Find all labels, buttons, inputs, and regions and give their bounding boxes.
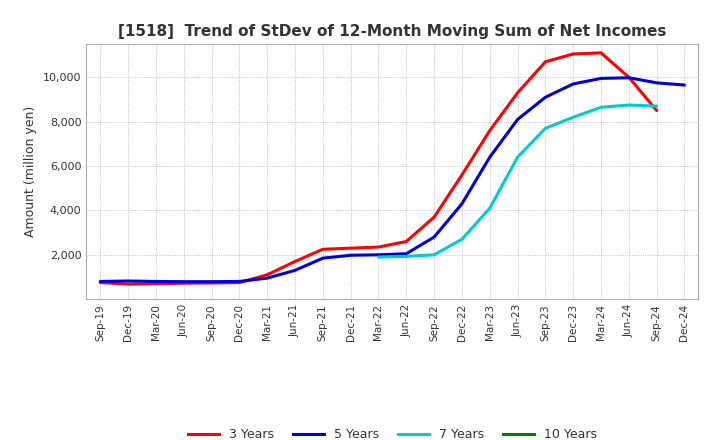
7 Years [624, 103, 633, 108]
5 Years [458, 201, 467, 206]
7 Years [597, 105, 606, 110]
Y-axis label: Amount (million yen): Amount (million yen) [24, 106, 37, 237]
3 Years [374, 244, 383, 249]
5 Years [318, 256, 327, 261]
5 Years [485, 154, 494, 160]
3 Years [513, 90, 522, 95]
5 Years [430, 235, 438, 240]
5 Years [541, 95, 550, 100]
3 Years [96, 280, 104, 285]
3 Years [291, 259, 300, 264]
5 Years [207, 279, 216, 284]
3 Years [152, 281, 161, 286]
5 Years [346, 253, 355, 258]
3 Years [624, 75, 633, 80]
7 Years [402, 254, 410, 259]
5 Years [652, 80, 661, 85]
3 Years [652, 108, 661, 113]
3 Years [569, 51, 577, 57]
5 Years [402, 251, 410, 257]
3 Years [430, 214, 438, 220]
3 Years [124, 282, 132, 287]
5 Years [152, 279, 161, 284]
3 Years [485, 128, 494, 133]
5 Years [179, 279, 188, 284]
3 Years [263, 272, 271, 278]
3 Years [541, 59, 550, 64]
5 Years [597, 76, 606, 81]
Line: 5 Years: 5 Years [100, 78, 685, 282]
7 Years [541, 126, 550, 131]
3 Years [597, 50, 606, 55]
3 Years [402, 239, 410, 244]
5 Years [235, 279, 243, 284]
5 Years [624, 75, 633, 81]
5 Years [569, 81, 577, 87]
Line: 3 Years: 3 Years [100, 53, 657, 284]
5 Years [124, 279, 132, 284]
5 Years [263, 275, 271, 281]
7 Years [485, 205, 494, 211]
3 Years [458, 172, 467, 178]
3 Years [318, 247, 327, 252]
3 Years [207, 280, 216, 286]
7 Years [569, 114, 577, 120]
5 Years [680, 82, 689, 88]
3 Years [179, 281, 188, 286]
Legend: 3 Years, 5 Years, 7 Years, 10 Years: 3 Years, 5 Years, 7 Years, 10 Years [183, 423, 602, 440]
5 Years [513, 117, 522, 122]
3 Years [235, 280, 243, 285]
5 Years [96, 279, 104, 284]
7 Years [513, 154, 522, 160]
7 Years [374, 254, 383, 260]
5 Years [374, 252, 383, 257]
7 Years [430, 252, 438, 257]
3 Years [346, 246, 355, 251]
7 Years [458, 237, 467, 242]
5 Years [291, 268, 300, 273]
7 Years [652, 103, 661, 109]
Line: 7 Years: 7 Years [379, 105, 657, 257]
Title: [1518]  Trend of StDev of 12-Month Moving Sum of Net Incomes: [1518] Trend of StDev of 12-Month Moving… [118, 24, 667, 39]
